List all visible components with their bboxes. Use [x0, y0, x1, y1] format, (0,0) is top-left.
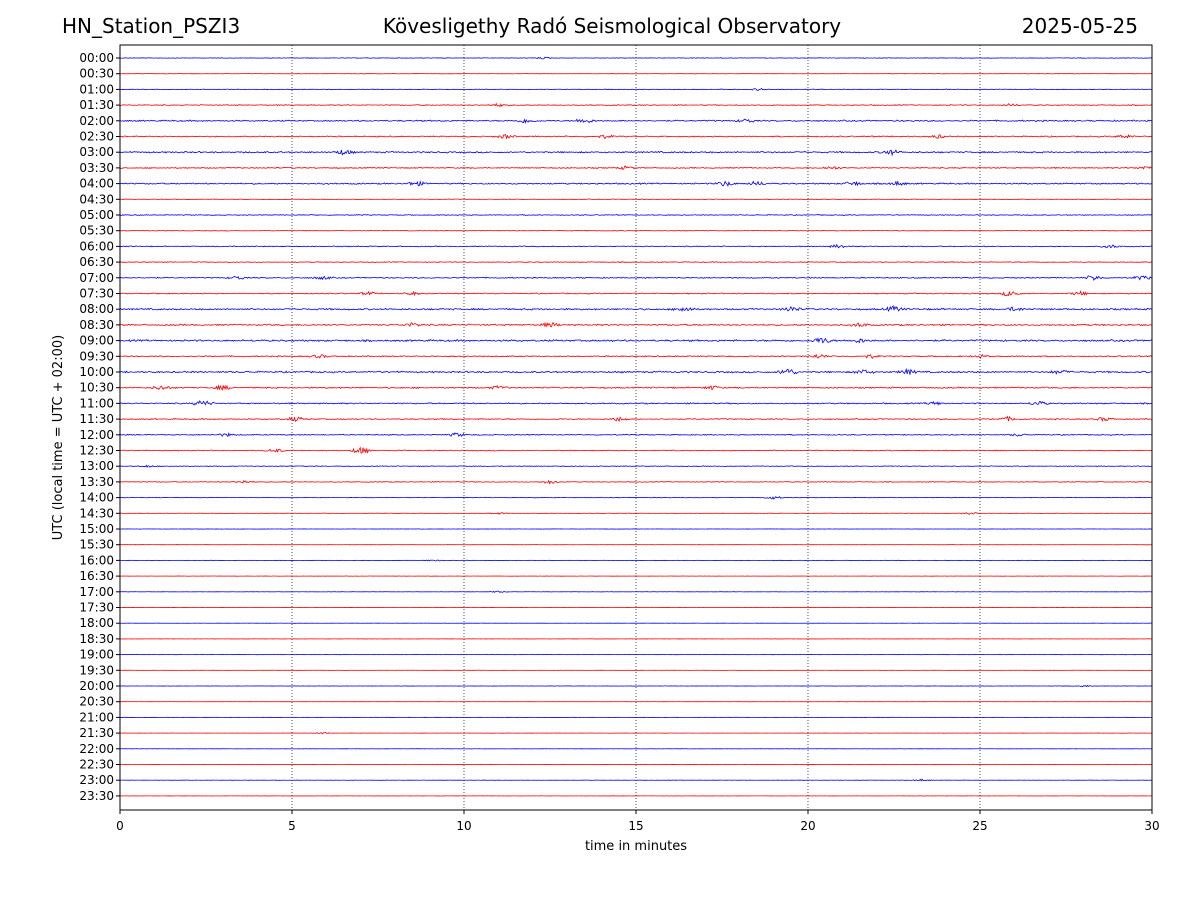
y-tick-label: 22:30 — [79, 758, 114, 772]
y-tick-label: 07:30 — [79, 287, 114, 301]
trace-1600 — [119, 559, 1153, 562]
y-tick-label: 03:30 — [79, 161, 114, 175]
y-tick-label: 10:00 — [79, 365, 114, 379]
y-tick-label: 04:30 — [79, 192, 114, 206]
station-name: HN_Station_PSZI3 — [62, 14, 241, 38]
y-tick-label: 02:00 — [79, 114, 114, 128]
y-tick-label: 18:30 — [79, 632, 114, 646]
y-tick-label: 13:30 — [79, 475, 114, 489]
y-tick-label: 11:30 — [79, 412, 114, 426]
y-tick-label: 08:30 — [79, 318, 114, 332]
y-tick-label: 03:00 — [79, 145, 114, 159]
trace-1200 — [119, 432, 1153, 438]
x-tick-label: 5 — [288, 819, 296, 833]
y-tick-label: 04:00 — [79, 177, 114, 191]
y-tick-label: 21:00 — [79, 710, 114, 724]
y-tick-label: 23:30 — [79, 789, 114, 803]
y-tick-label: 20:30 — [79, 695, 114, 709]
trace-0700 — [119, 275, 1153, 282]
y-tick-label: 00:00 — [79, 51, 114, 65]
date-label: 2025-05-25 — [1021, 14, 1138, 38]
y-tick-label: 20:00 — [79, 679, 114, 693]
y-tick-label: 10:30 — [79, 381, 114, 395]
y-tick-label: 01:30 — [79, 98, 114, 112]
y-tick-label: 19:00 — [79, 648, 114, 662]
x-axis-label: time in minutes — [585, 839, 687, 854]
y-tick-label: 06:00 — [79, 239, 114, 253]
y-tick-label: 13:00 — [79, 459, 114, 473]
trace-0500 — [119, 214, 1153, 216]
trace-1100 — [119, 400, 1153, 406]
x-axis-ticks: 0 5 10 15 20 25 30 — [116, 810, 1160, 833]
y-tick-label: 08:00 — [79, 302, 114, 316]
y-tick-label: 16:00 — [79, 553, 114, 567]
x-tick-label: 10 — [456, 819, 471, 833]
y-tick-label: 12:30 — [79, 444, 114, 458]
trace-0430 — [119, 198, 1153, 201]
x-tick-label: 25 — [972, 819, 987, 833]
y-tick-label: 17:00 — [79, 585, 114, 599]
y-tick-label: 01:00 — [79, 82, 114, 96]
y-tick-label: 09:30 — [79, 349, 114, 363]
y-tick-label: 05:00 — [79, 208, 114, 222]
y-tick-label: 15:30 — [79, 538, 114, 552]
trace-1000 — [119, 367, 1153, 375]
y-tick-label: 19:30 — [79, 663, 114, 677]
trace-2000 — [119, 684, 1153, 688]
trace-1330 — [119, 479, 1153, 485]
x-tick-label: 0 — [116, 819, 124, 833]
y-tick-label: 16:30 — [79, 569, 114, 583]
trace-1130 — [119, 415, 1153, 423]
y-tick-label: 11:00 — [79, 396, 114, 410]
x-tick-label: 30 — [1144, 819, 1159, 833]
x-tick-label: 20 — [800, 819, 815, 833]
y-tick-label: 23:00 — [79, 773, 114, 787]
y-tick-label: 07:00 — [79, 271, 114, 285]
y-tick-label: 14:30 — [79, 506, 114, 520]
chart-title: Kövesligethy Radó Seismological Observat… — [382, 14, 842, 38]
y-tick-label: 09:00 — [79, 334, 114, 348]
y-tick-label: 06:30 — [79, 255, 114, 269]
y-tick-label: 12:00 — [79, 428, 114, 442]
y-tick-label: 05:30 — [79, 224, 114, 238]
y-tick-label: 15:00 — [79, 522, 114, 536]
y-tick-label: 17:30 — [79, 601, 114, 615]
y-tick-label: 21:30 — [79, 726, 114, 740]
y-tick-label: 22:00 — [79, 742, 114, 756]
y-tick-label: 00:30 — [79, 67, 114, 81]
trace-0300 — [119, 149, 1153, 157]
x-tick-label: 15 — [628, 819, 643, 833]
trace-1300 — [119, 464, 1153, 468]
trace-0230 — [119, 134, 1153, 140]
trace-1400 — [119, 495, 1153, 500]
y-tick-label: 18:00 — [79, 616, 114, 630]
y-tick-label: 02:30 — [79, 130, 114, 144]
trace-0730 — [119, 290, 1153, 297]
vertical-gridlines — [291, 45, 981, 810]
y-axis-label: UTC (local time = UTC + 02:00) — [51, 335, 66, 540]
y-tick-label: 14:00 — [79, 491, 114, 505]
trace-0530 — [119, 229, 1153, 232]
trace-0100 — [119, 87, 1153, 91]
